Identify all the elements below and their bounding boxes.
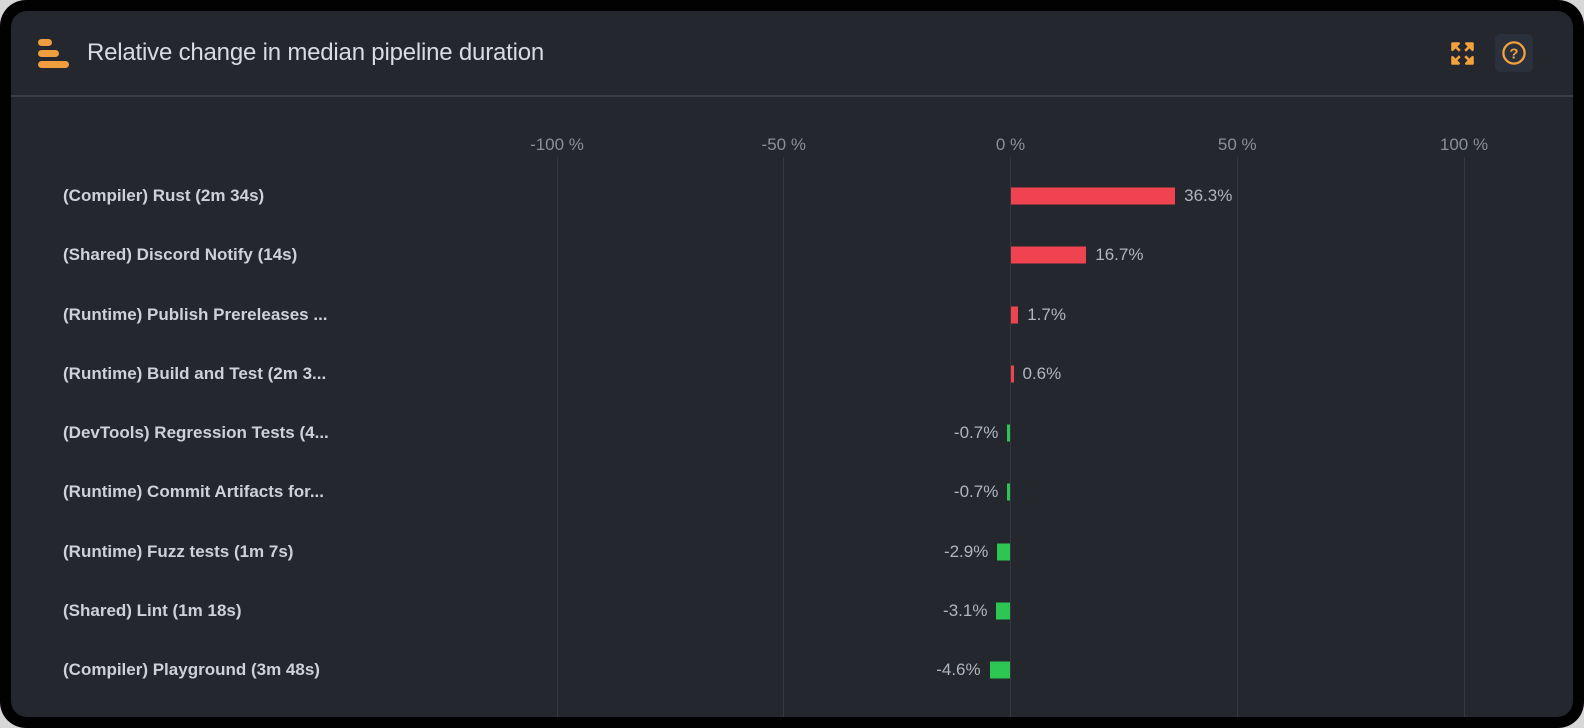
x-gridline	[1463, 157, 1465, 717]
dashboard-panel: Relative change in median pipeline durat…	[11, 11, 1573, 717]
bar[interactable]	[997, 543, 1011, 560]
x-gridline	[1010, 157, 1011, 717]
value-label: -0.7%	[953, 482, 999, 502]
bar[interactable]	[989, 661, 1011, 679]
help-icon[interactable]: ?	[1495, 34, 1533, 72]
value-label: 36.3%	[1184, 186, 1233, 205]
category-label: (Runtime) Fuzz tests (1m 7s)	[63, 541, 294, 561]
panel-title: Relative change in median pipeline durat…	[87, 39, 545, 66]
svg-text:?: ?	[1509, 46, 1518, 63]
x-axis-tick-label: 100 %	[1439, 135, 1489, 154]
bar[interactable]	[1010, 365, 1014, 383]
category-label: (Compiler) Rust (2m 34s)	[63, 186, 265, 205]
x-gridline	[556, 157, 558, 717]
category-label: (Runtime) Commit Artifacts for...	[63, 482, 324, 502]
value-label: -2.9%	[943, 541, 989, 561]
header-actions: ?	[1443, 34, 1533, 72]
bar[interactable]	[1007, 483, 1011, 501]
bar[interactable]	[1007, 424, 1011, 442]
bar-chart: -100 % -50 % 0 % 50 % 100 % (Compiler) Rust (…	[11, 11, 1573, 717]
bar[interactable]	[1010, 187, 1176, 205]
bar-chart-logo-icon	[38, 38, 69, 68]
x-gridline	[783, 157, 785, 717]
expand-icon[interactable]	[1443, 34, 1481, 72]
category-label: (Compiler) Playground (3m 48s)	[63, 660, 320, 679]
value-label: -4.6%	[936, 660, 981, 679]
value-label: -0.7%	[953, 423, 999, 442]
panel-header: Relative change in median pipeline durat…	[11, 11, 1573, 97]
category-label: (Shared) Lint (1m 18s)	[63, 600, 242, 620]
bar[interactable]	[996, 602, 1011, 620]
value-label: 1.7%	[1027, 304, 1066, 324]
value-label: -3.1%	[943, 600, 988, 620]
value-label: 16.7%	[1095, 245, 1144, 265]
category-label: (Shared) Discord Notify (14s)	[63, 245, 298, 265]
category-label: (DevTools) Regression Tests (4...	[63, 423, 329, 442]
bar[interactable]	[1010, 246, 1087, 264]
x-axis-tick-label: 50 %	[1217, 135, 1257, 154]
x-gridline	[1236, 157, 1238, 717]
category-label: (Runtime) Build and Test (2m 3...	[63, 363, 327, 383]
x-axis-tick-label: 0 %	[995, 135, 1026, 154]
category-label: (Runtime) Publish Prereleases ...	[63, 304, 328, 324]
value-label: 0.6%	[1022, 363, 1062, 383]
x-axis-tick-label: -50 %	[761, 135, 806, 154]
x-axis-tick-label: -100 %	[530, 135, 584, 154]
bar[interactable]	[1010, 306, 1019, 323]
